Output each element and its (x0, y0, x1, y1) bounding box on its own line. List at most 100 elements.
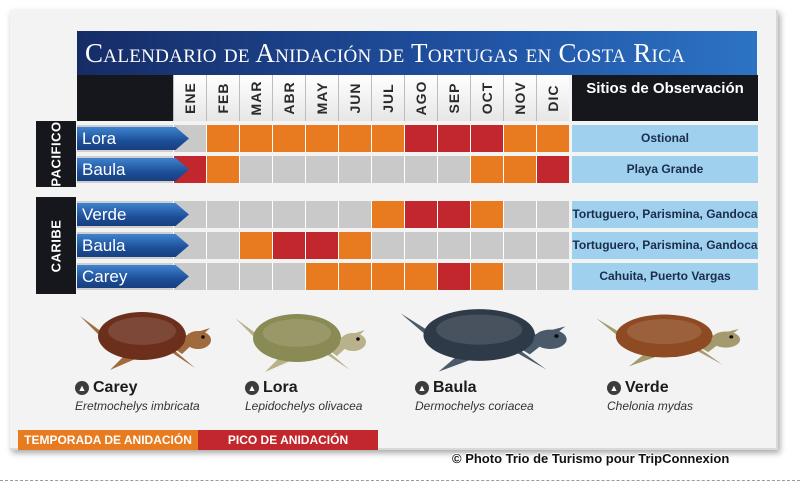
month-cell-oct (470, 232, 503, 259)
month-cell-abr (272, 201, 305, 228)
month-cell-may (305, 232, 338, 259)
month-cell-mar (239, 125, 272, 152)
month-header-ene: ENE (173, 75, 206, 121)
month-cell-sep (437, 201, 470, 228)
month-header-may: MAY (305, 75, 338, 121)
month-header-abr: ABR (272, 75, 305, 121)
month-label: ABR (281, 81, 297, 115)
turtle-lora-illustration (235, 314, 366, 372)
month-cell-mar (239, 156, 272, 183)
month-cell-oct (470, 201, 503, 228)
site-label: Playa Grande (572, 156, 758, 183)
month-cell-mar (239, 201, 272, 228)
month-cell-jun (338, 263, 371, 290)
month-cell-mar (239, 232, 272, 259)
month-label: DIC (545, 84, 561, 112)
month-label: FEB (215, 82, 231, 114)
month-cell-ago (404, 125, 437, 152)
site-label: Tortuguero, Parismina, Gandoca (572, 201, 758, 228)
page-divider (0, 480, 800, 481)
month-cell-may (305, 156, 338, 183)
month-cell-nov (503, 201, 536, 228)
month-cell-sep (437, 125, 470, 152)
turtle-badge-icon: ▲ (415, 381, 429, 395)
month-label: SEP (446, 82, 462, 114)
month-header-jun: JUN (338, 75, 371, 121)
turtle-name: ▲ Baula (415, 378, 534, 398)
turtle-badge-icon: ▲ (245, 381, 259, 395)
month-cell-jun (338, 201, 371, 228)
month-cell-jul (371, 232, 404, 259)
chart-title: Calendario de Anidación de Tortugas en C… (77, 31, 757, 75)
month-label: MAR (248, 80, 264, 116)
month-cell-feb (206, 156, 239, 183)
month-cell-jun (338, 156, 371, 183)
month-cell-nov (503, 156, 536, 183)
turtle-name-text: Lora (263, 379, 298, 396)
month-cell-mar (239, 263, 272, 290)
region-tab-pacifico: PACIFICO (36, 121, 76, 187)
month-header-mar: MAR (239, 75, 272, 121)
turtle-baula-illustration (400, 309, 567, 372)
turtle-scientific-name: Dermochelys coriacea (415, 399, 534, 413)
turtle-name-text: Carey (93, 379, 138, 396)
month-header-ago: AGO (404, 75, 437, 121)
month-cell-abr (272, 156, 305, 183)
month-label: ENE (182, 82, 198, 114)
species-row-baula: Baula Playa Grande (77, 156, 758, 183)
month-header-dic: DIC (536, 75, 569, 121)
turtle-name: ▲ Carey (75, 378, 200, 398)
turtle-name: ▲ Verde (607, 378, 693, 398)
region-label: CARIBE (48, 219, 64, 272)
month-label: MAY (314, 81, 330, 115)
legend-temporada: TEMPORADA DE ANIDACIÓN (18, 430, 198, 450)
species-label: Verde (77, 203, 189, 226)
month-header-nov: NOV (503, 75, 536, 121)
turtle-scientific-name: Eretmochelys imbricata (75, 399, 200, 413)
turtle-name: ▲ Lora (245, 378, 362, 398)
species-row-carey: Carey Cahuita, Puerto Vargas (77, 263, 758, 290)
month-cell-oct (470, 156, 503, 183)
month-cell-nov (503, 263, 536, 290)
month-cell-dic (536, 125, 569, 152)
turtle-verde-illustration (596, 314, 741, 367)
month-cell-sep (437, 156, 470, 183)
month-label: NOV (512, 81, 528, 115)
legend-pico: PICO DE ANIDACIÓN (198, 430, 378, 450)
sites-header: Sitios de Observación (572, 75, 758, 121)
month-cell-sep (437, 232, 470, 259)
month-cell-abr (272, 232, 305, 259)
month-cell-jul (371, 263, 404, 290)
site-label: Ostional (572, 125, 758, 152)
month-cell-abr (272, 263, 305, 290)
turtle-caption: ▲ Baula Dermochelys coriacea (415, 378, 534, 414)
month-cell-feb (206, 201, 239, 228)
turtle-badge-icon: ▲ (75, 381, 89, 395)
turtle-carey-illustration (80, 312, 211, 370)
month-cell-may (305, 125, 338, 152)
month-label: AGO (413, 80, 429, 116)
turtle-caption: ▲ Verde Chelonia mydas (607, 378, 693, 414)
turtle-caption: ▲ Carey Eretmochelys imbricata (75, 378, 200, 414)
region-label: PACIFICO (48, 121, 64, 187)
month-cell-dic (536, 263, 569, 290)
month-cell-may (305, 201, 338, 228)
month-cell-dic (536, 201, 569, 228)
month-header-oct: OCT (470, 75, 503, 121)
site-label: Cahuita, Puerto Vargas (572, 263, 758, 290)
species-label: Baula (77, 158, 189, 181)
species-label: Baula (77, 234, 189, 257)
month-cell-feb (206, 263, 239, 290)
month-cell-ago (404, 156, 437, 183)
species-label: Lora (77, 127, 189, 150)
month-cell-abr (272, 125, 305, 152)
species-label: Carey (77, 265, 189, 288)
turtle-scientific-name: Lepidochelys olivacea (245, 399, 363, 413)
month-cell-feb (206, 232, 239, 259)
header-corner (77, 75, 173, 121)
month-header-sep: SEP (437, 75, 470, 121)
month-label: OCT (479, 81, 495, 115)
month-cell-may (305, 263, 338, 290)
turtle-name-text: Baula (433, 379, 477, 396)
month-cell-sep (437, 263, 470, 290)
